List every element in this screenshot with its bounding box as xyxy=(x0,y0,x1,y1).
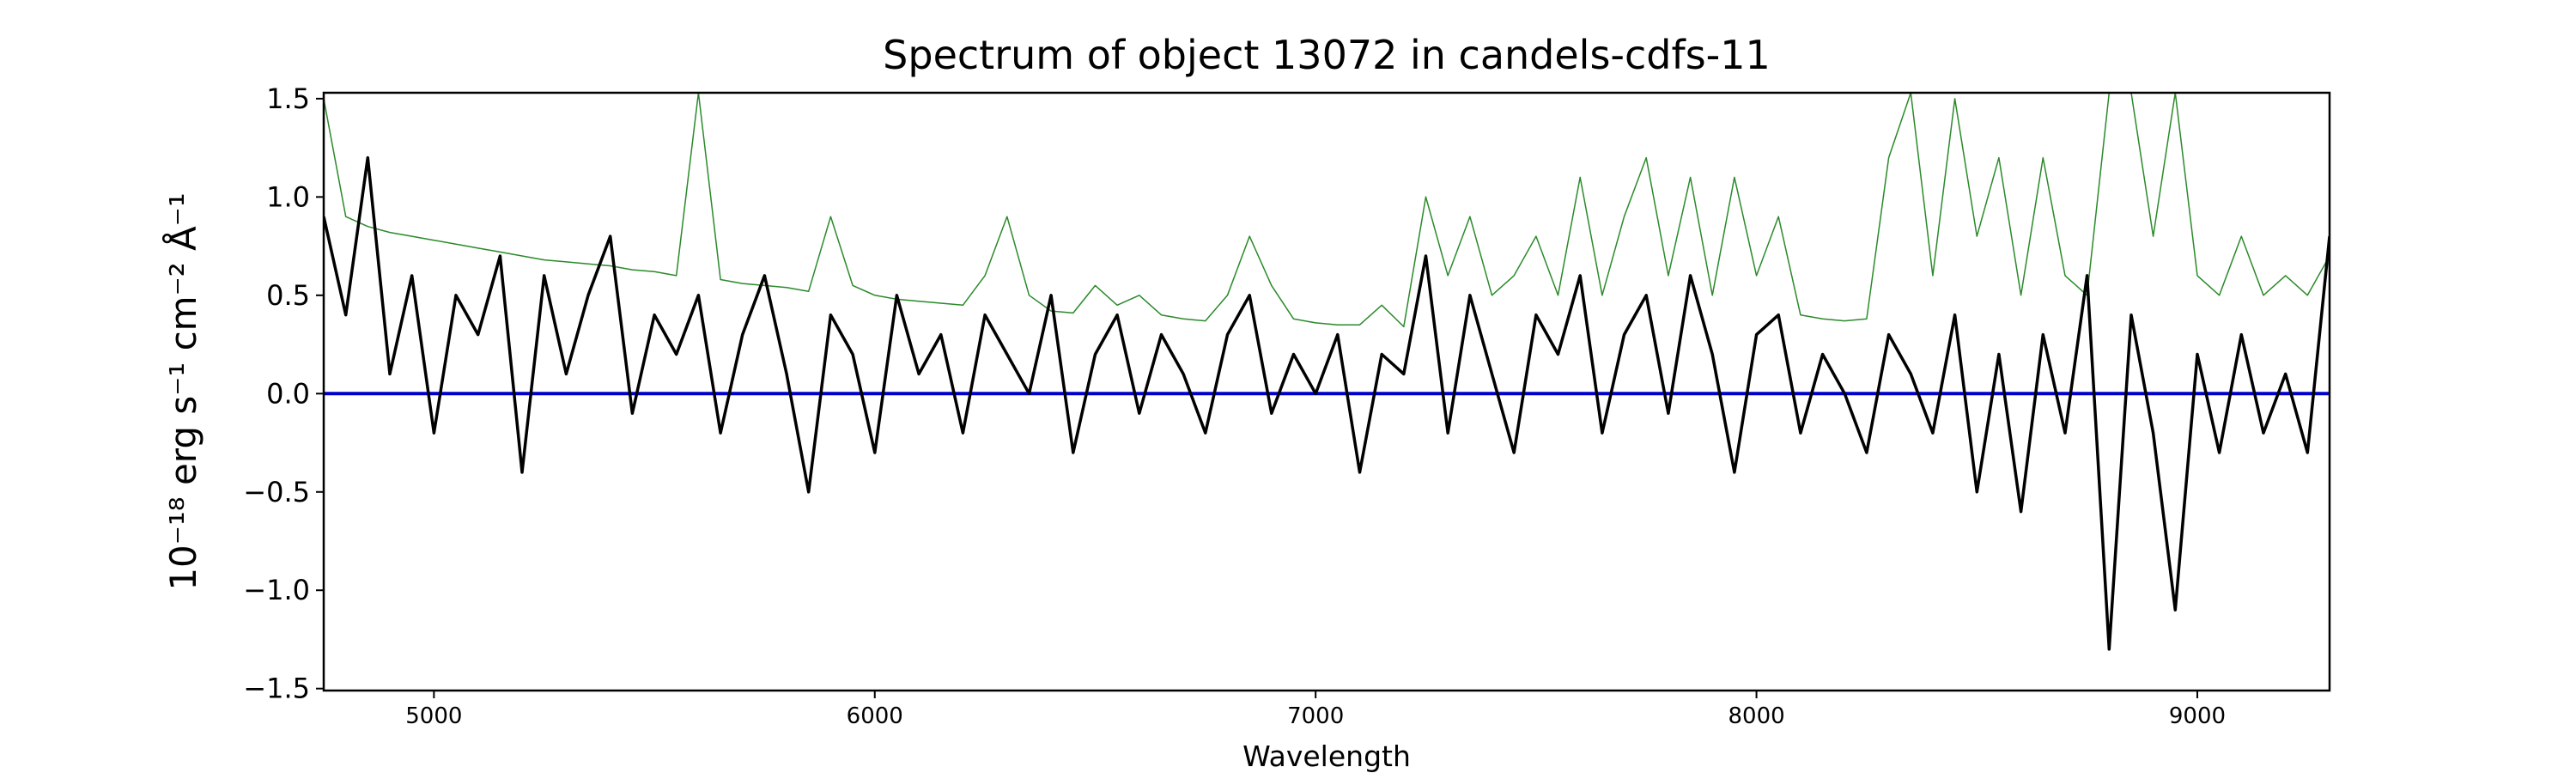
x-tick-label: 7000 xyxy=(1287,703,1344,729)
y-tick-label: 1.0 xyxy=(266,180,310,213)
y-tick-label: 1.5 xyxy=(266,82,310,115)
x-axis-label: Wavelength xyxy=(1242,740,1411,773)
series-line xyxy=(324,155,2330,651)
x-tick-label: 8000 xyxy=(1728,703,1784,729)
y-axis-label: 10⁻¹⁸ erg s⁻¹ cm⁻² Å⁻¹ xyxy=(161,192,204,590)
x-tick-label: 5000 xyxy=(405,703,462,729)
plot-area xyxy=(324,93,2330,651)
y-tick-label: 0.5 xyxy=(266,279,310,312)
axes-frame xyxy=(322,91,2331,692)
chart-title: Spectrum of object 13072 in candels-cdfs… xyxy=(883,32,1771,78)
y-tick-label: 0.0 xyxy=(266,377,310,410)
series-line xyxy=(324,93,2330,328)
y-tick-label: −1.0 xyxy=(243,574,310,606)
x-tick-label: 9000 xyxy=(2169,703,2226,729)
x-tick-label: 6000 xyxy=(847,703,903,729)
y-tick-label: −1.5 xyxy=(243,673,310,705)
y-tick-label: −0.5 xyxy=(243,476,310,508)
